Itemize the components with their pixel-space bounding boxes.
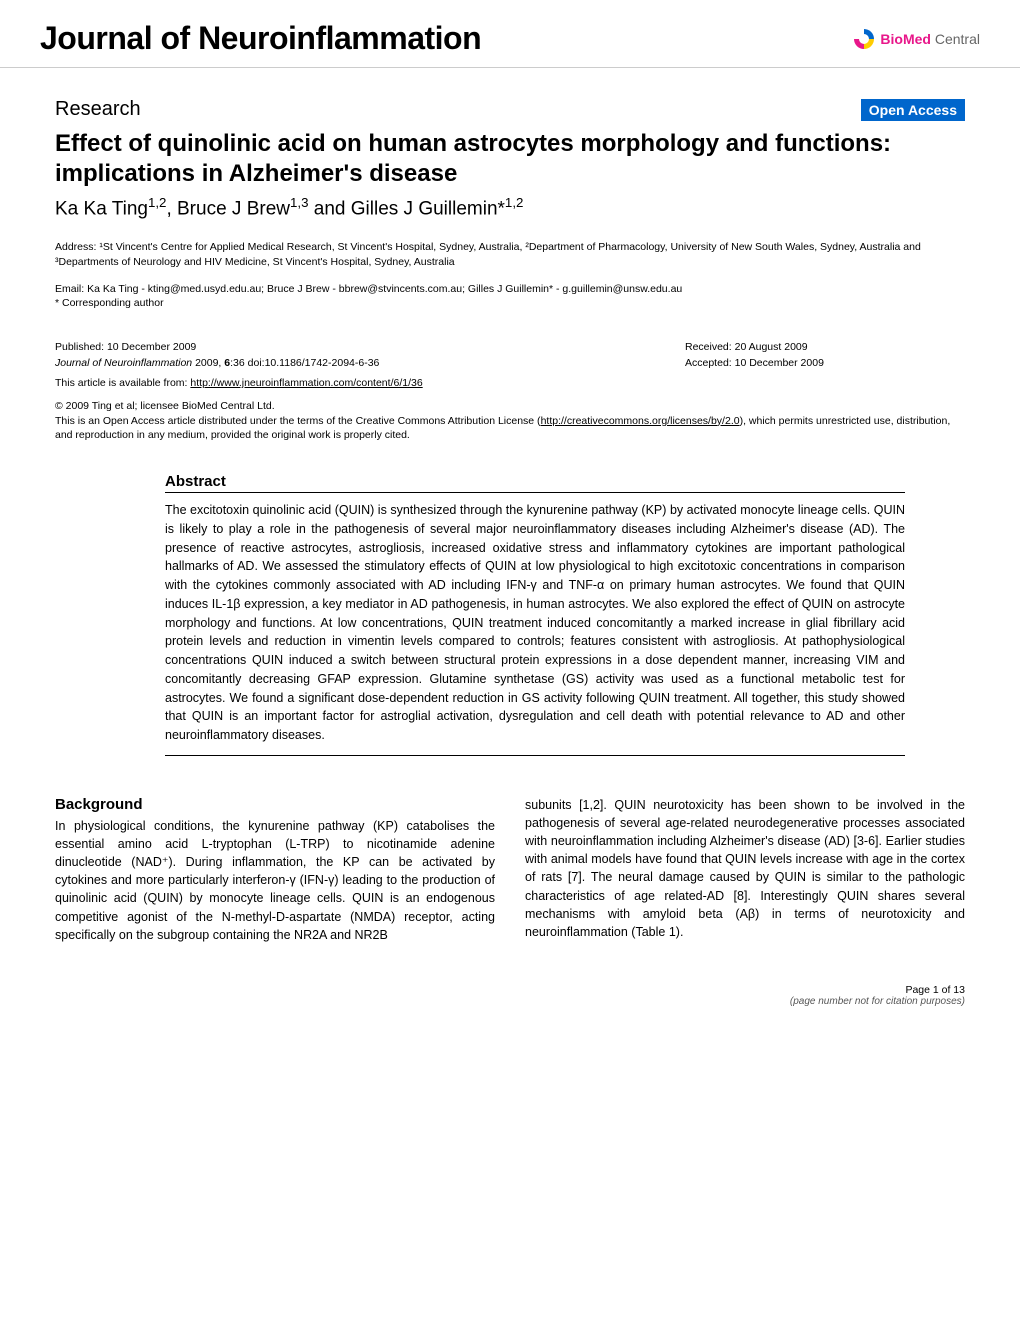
citation: Journal of Neuroinflammation 2009, 6:36 … <box>55 357 685 369</box>
meta-row-1: Published: 10 December 2009 Received: 20… <box>55 341 965 353</box>
copyright: © 2009 Ting et al; licensee BioMed Centr… <box>55 399 965 414</box>
research-row: Research Open Access <box>55 98 965 121</box>
column-left: Background In physiological conditions, … <box>55 796 495 944</box>
page-number: Page 1 of 13 <box>55 984 965 996</box>
license-url[interactable]: http://creativecommons.org/licenses/by/2… <box>541 415 740 427</box>
abstract-heading: Abstract <box>165 473 905 493</box>
availability: This article is available from: http://w… <box>55 377 965 389</box>
license-text: This is an Open Access article distribut… <box>55 414 965 443</box>
abstract-body: The excitotoxin quinolinic acid (QUIN) i… <box>165 501 905 756</box>
email-line: Email: Ka Ka Ting - kting@med.usyd.edu.a… <box>55 282 965 297</box>
body-columns: Background In physiological conditions, … <box>55 796 965 944</box>
column-right: subunits [1,2]. QUIN neurotoxicity has b… <box>525 796 965 944</box>
article-title: Effect of quinolinic acid on human astro… <box>55 129 965 189</box>
publisher-name: BioMed Central <box>880 31 980 47</box>
header-bar: Journal of Neuroinflammation BioMed Cent… <box>0 0 1020 68</box>
citation-journal: Journal of Neuroinflammation <box>55 357 192 369</box>
footer: Page 1 of 13 (page number not for citati… <box>0 964 1020 1037</box>
article-type: Research <box>55 98 141 121</box>
background-col2: subunits [1,2]. QUIN neurotoxicity has b… <box>525 796 965 941</box>
published-date: Published: 10 December 2009 <box>55 341 685 353</box>
emails: Email: Ka Ka Ting - kting@med.usyd.edu.a… <box>55 282 965 311</box>
citation-year: 2009, <box>192 357 224 369</box>
logo-bio: BioMed <box>880 31 931 47</box>
abstract-section: Abstract The excitotoxin quinolinic acid… <box>165 473 905 756</box>
biomed-logo-icon <box>852 27 876 51</box>
page-note: (page number not for citation purposes) <box>55 996 965 1007</box>
received-date: Received: 20 August 2009 <box>685 341 965 353</box>
authors: Ka Ka Ting1,2, Bruce J Brew1,3 and Gille… <box>55 195 965 220</box>
journal-title: Journal of Neuroinflammation <box>40 20 481 57</box>
available-url[interactable]: http://www.jneuroinflammation.com/conten… <box>190 377 422 389</box>
background-heading: Background <box>55 796 495 813</box>
citation-rest: :36 doi:10.1186/1742-2094-6-36 <box>230 357 379 369</box>
main-content: Research Open Access Effect of quinolini… <box>0 68 1020 964</box>
publisher-logo: BioMed Central <box>852 27 980 51</box>
meta-row-2: Journal of Neuroinflammation 2009, 6:36 … <box>55 357 965 373</box>
license-block: © 2009 Ting et al; licensee BioMed Centr… <box>55 399 965 443</box>
affiliations: Address: ¹St Vincent's Centre for Applie… <box>55 240 965 269</box>
background-col1: In physiological conditions, the kynuren… <box>55 817 495 944</box>
license-lead: This is an Open Access article distribut… <box>55 415 541 427</box>
logo-central: Central <box>931 31 980 47</box>
available-label: This article is available from: <box>55 377 190 389</box>
accepted-date: Accepted: 10 December 2009 <box>685 357 965 373</box>
open-access-badge: Open Access <box>861 99 965 121</box>
corresponding-author: * Corresponding author <box>55 296 965 311</box>
